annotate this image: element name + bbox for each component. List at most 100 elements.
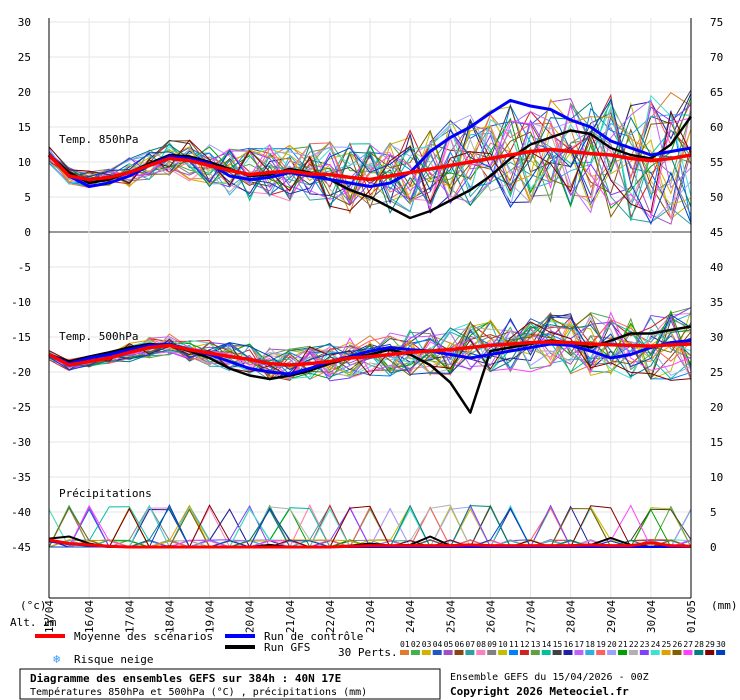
footer-copyright: Copyright 2026 Meteociel.fr: [450, 685, 629, 698]
pert-legend-label-30: 30: [716, 640, 726, 649]
pert-legend-swatch-24: [650, 650, 660, 655]
pert-850-line-30: [48, 98, 692, 226]
y-right-tick-label: 70: [710, 51, 723, 64]
x-tick-label: 22/04: [324, 600, 337, 633]
y-right-tick-label: 20: [710, 401, 723, 414]
pert-legend-label-05: 05: [444, 640, 454, 649]
x-tick-label: 17/04: [123, 600, 136, 633]
footer-run: Ensemble GEFS du 15/04/2026 - 00Z: [450, 672, 649, 683]
pert-500-line-27: [48, 311, 692, 379]
pert-legend-label-17: 17: [574, 640, 584, 649]
y-left-tick-label: -40: [11, 506, 31, 519]
pert-850-line-28: [48, 101, 692, 215]
pert-legend-label-02: 02: [411, 640, 421, 649]
x-tick-label: 19/04: [204, 600, 217, 633]
pert-legend-swatch-14: [541, 650, 551, 655]
pert-legend-label-22: 22: [629, 640, 639, 649]
y-right-tick-label: 10: [710, 471, 723, 484]
y-right-tick-label: 30: [710, 331, 723, 344]
x-tick-label: 29/04: [605, 600, 618, 633]
y-right-tick-label: 0: [710, 541, 717, 554]
x-tick-label: 16/04: [83, 600, 96, 633]
left-unit: (°c): [20, 599, 47, 612]
y-right-tick-label: 65: [710, 86, 723, 99]
pert-legend-swatch-20: [607, 650, 617, 655]
y-left-tick-label: -25: [11, 401, 31, 414]
pert-legend-label-04: 04: [433, 640, 443, 649]
gfs-850-line: [48, 115, 693, 220]
x-tick-label: 25/04: [444, 600, 457, 633]
grid: [48, 18, 692, 598]
y-right-tick-label: 60: [710, 121, 723, 134]
pert-legend-label-08: 08: [476, 640, 486, 649]
pert-legend-swatch-19: [596, 650, 606, 655]
axes: [48, 18, 692, 599]
y-left-tick-label: 0: [24, 226, 31, 239]
pert-legend-swatch-10: [498, 650, 508, 655]
x-tick-label: 27/04: [525, 600, 538, 633]
y-left-tick-label: 10: [18, 156, 31, 169]
legend-snow-label: Risque neige: [74, 653, 153, 666]
pert-legend-label-10: 10: [498, 640, 508, 649]
pert-legend-label-21: 21: [618, 640, 628, 649]
x-tick-label: 28/04: [565, 600, 578, 633]
x-tick-label: 15/04: [43, 600, 56, 633]
y-left-tick-label: 30: [18, 16, 31, 29]
x-tick-label: 24/04: [404, 600, 417, 633]
pert-500-line-26: [48, 312, 692, 377]
y-right-tick-label: 55: [710, 156, 723, 169]
pert-legend-swatch-18: [585, 650, 595, 655]
panel-label-t850: Temp. 850hPa: [59, 133, 138, 146]
x-tick-label: 30/04: [645, 600, 658, 633]
y-left-tick-label: 20: [18, 86, 31, 99]
y-right-tick-label: 15: [710, 436, 723, 449]
pert-legend-label-12: 12: [520, 640, 530, 649]
y-left-tick-label: 25: [18, 51, 31, 64]
mean-500-line: [48, 340, 692, 367]
tick-labels: 302520151050-5-10-15-20-25-30-35-40-4575…: [11, 16, 723, 633]
pert-legend-label-26: 26: [673, 640, 683, 649]
footer-subtitle: Températures 850hPa et 500hPa (°C) , pré…: [30, 686, 367, 698]
y-left-tick-label: -5: [18, 261, 31, 274]
pert-850-line-17: [48, 98, 692, 214]
snow-flake-icon: ❄: [53, 652, 60, 666]
pert-legend-label-29: 29: [705, 640, 715, 649]
pert-850-line-26: [48, 121, 692, 219]
x-tick-label: 18/04: [163, 600, 176, 633]
pert-850-line-07: [48, 103, 692, 225]
y-right-tick-label: 25: [710, 366, 723, 379]
pert-legend-label-09: 09: [487, 640, 497, 649]
footer-box: [19, 668, 441, 700]
pert-legend-swatch-23: [639, 650, 649, 655]
pert-legend-label-13: 13: [531, 640, 541, 649]
alt-label: Alt. 2m: [10, 616, 57, 629]
y-left-tick-label: -35: [11, 471, 31, 484]
pert-500-line-30: [48, 314, 692, 375]
pert-legend-swatch-11: [509, 650, 518, 655]
main-series-lines: [47, 98, 693, 549]
y-left-tick-label: -20: [11, 366, 31, 379]
pert-850-line-23: [48, 104, 692, 207]
pert-legend-label-19: 19: [596, 640, 606, 649]
x-tick-label: 26/04: [484, 600, 497, 633]
pert-legend-label-01: 01: [400, 640, 410, 649]
legend-control-label: Run de contrôle: [264, 630, 363, 643]
perturbation-legend: 01 02 03 04 05 06 07 08 09 10 11 12 13 14 15 16 17 18 19 20…: [400, 640, 726, 655]
pert-legend-swatch-17: [574, 650, 584, 655]
pert-legend-swatch-26: [672, 650, 682, 655]
pert-legend-swatch-09: [487, 650, 497, 655]
pert-legend-swatch-29: [705, 650, 715, 655]
legend: Moyenne des scénarios Run de contrôle Ru…: [35, 630, 726, 666]
pert-legend-swatch-12: [519, 650, 529, 655]
pert-legend-swatch-13: [530, 650, 540, 655]
pert-850-line-09: [48, 128, 692, 216]
mean-precip-line: [48, 538, 692, 549]
panel-label-t500: Temp. 500hPa: [59, 330, 138, 343]
pert-legend-swatch-30: [716, 650, 726, 655]
pert-500-line-28: [48, 324, 692, 378]
y-left-tick-label: -10: [11, 296, 31, 309]
pert-legend-label-24: 24: [651, 640, 661, 649]
pert-legend-label-16: 16: [564, 640, 574, 649]
y-right-tick-label: 5: [710, 506, 717, 519]
y-left-tick-label: 15: [18, 121, 31, 134]
